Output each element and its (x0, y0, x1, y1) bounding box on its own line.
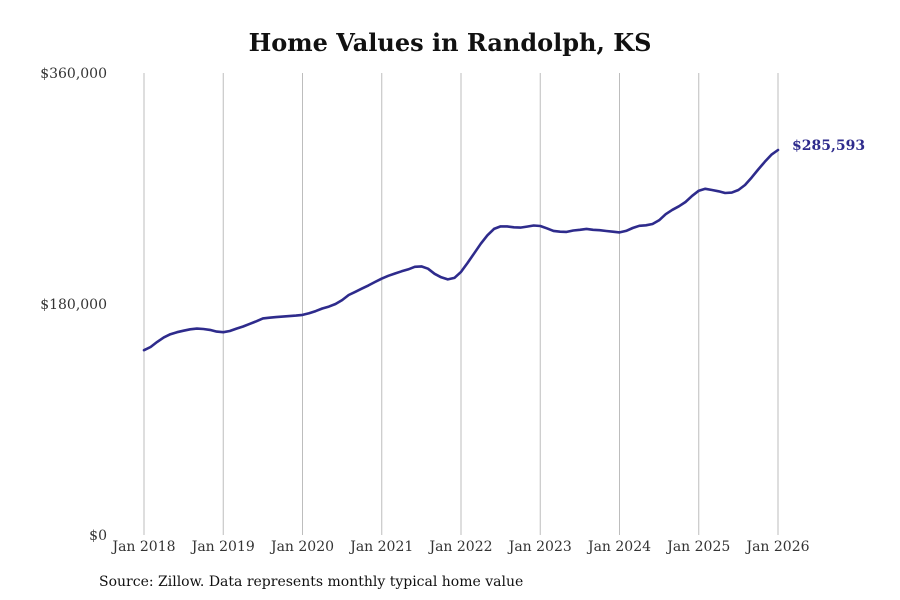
y-axis-ticks: $0 $180,000 $360,000 (40, 66, 107, 544)
x-tick-label: Jan 2020 (269, 539, 334, 555)
source-note: Source: Zillow. Data represents monthly … (99, 574, 524, 590)
chart-title: Home Values in Randolph, KS (248, 28, 652, 57)
gridlines (143, 73, 779, 535)
home-value-line (142, 148, 780, 352)
end-value-label: $285,593 (792, 138, 865, 154)
x-tick-label: Jan 2024 (586, 539, 651, 555)
x-tick-label: Jan 2019 (190, 539, 255, 555)
x-tick-label: Jan 2023 (507, 539, 572, 555)
y-tick-label: $180,000 (40, 297, 107, 313)
x-tick-label: Jan 2025 (665, 539, 730, 555)
x-tick-label: Jan 2026 (744, 539, 809, 555)
x-tick-label: Jan 2021 (348, 539, 413, 555)
y-tick-label: $360,000 (40, 66, 107, 82)
x-axis-ticks: Jan 2018 Jan 2019 Jan 2020 Jan 2021 Jan 2022… (110, 539, 809, 555)
x-tick-label: Jan 2022 (427, 539, 492, 555)
x-tick-label: Jan 2018 (110, 539, 175, 555)
y-tick-label: $0 (89, 528, 107, 544)
